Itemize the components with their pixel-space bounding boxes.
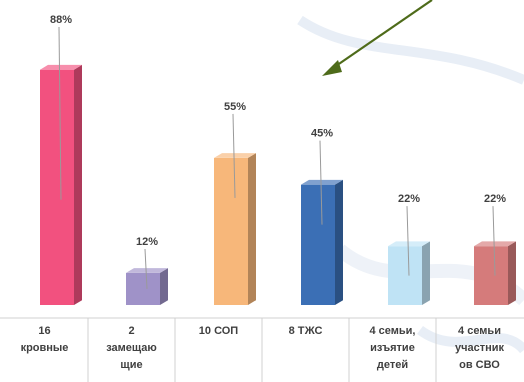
bar-top-face	[301, 179, 343, 185]
bar-top-face	[126, 268, 168, 273]
arrow-shaft	[332, 0, 433, 69]
value-label: 88%	[50, 14, 72, 26]
category-label-line: 10 СОП	[199, 325, 239, 337]
bar-top-face	[40, 64, 82, 70]
bar-front-face	[214, 157, 248, 305]
bar-top-face	[474, 241, 516, 247]
bar-side-face	[508, 241, 516, 305]
bar-front-face	[40, 69, 74, 305]
value-label: 45%	[311, 128, 333, 140]
value-labels-group: 88% 12% 55% 45% 22% 22%	[50, 14, 506, 248]
category-label-line: 4 семьи	[458, 325, 501, 337]
category-label: 8 ТЖС	[289, 325, 323, 337]
leader-line	[492, 206, 496, 276]
category-label: 10 СОП	[199, 325, 239, 337]
leader-line	[144, 248, 148, 289]
leader-line	[406, 206, 410, 276]
bar-2	[126, 268, 168, 305]
bar-3	[214, 153, 256, 305]
bar-side-face	[248, 153, 256, 305]
leader-lines-group	[58, 26, 496, 289]
bar-6	[474, 241, 516, 305]
bar-front-face	[301, 184, 335, 305]
category-label-line: детей	[377, 359, 408, 371]
annotation-arrow	[322, 0, 433, 76]
value-label: 55%	[224, 101, 246, 113]
bar-side-face	[335, 179, 343, 305]
bar-side-face	[74, 64, 82, 305]
category-axis: 16 кровные 2 замещаю щие 10 СОП 8 ТЖС 4 семьи, и…	[0, 317, 524, 382]
leader-line	[232, 113, 236, 198]
category-label: 2 замещаю щие	[106, 325, 157, 371]
category-label-line: изъятие	[370, 342, 415, 354]
background-curve	[297, 15, 524, 85]
value-label: 22%	[484, 193, 506, 205]
leader-line	[58, 26, 62, 200]
category-label-line: щие	[120, 359, 142, 371]
bar-top-face	[214, 153, 256, 158]
category-label: 16 кровные	[21, 325, 69, 354]
bar-5	[388, 241, 430, 305]
category-label-line: кровные	[21, 342, 69, 354]
category-label: 4 семьи участник ов СВО	[455, 325, 505, 371]
leader-line	[319, 140, 323, 225]
background-curve	[417, 325, 524, 354]
bar-front-face	[388, 246, 422, 305]
value-label: 12%	[136, 236, 158, 248]
bar-front-face	[474, 246, 508, 305]
bars-group	[40, 64, 516, 305]
bar-top-face	[388, 241, 430, 247]
bar-side-face	[422, 241, 430, 305]
arrow-head	[322, 60, 342, 76]
bar-front-face	[126, 272, 160, 305]
bar-1	[40, 64, 82, 305]
category-label: 4 семьи, изъятие детей	[370, 325, 416, 371]
category-label-line: 16	[38, 325, 50, 337]
category-label-line: ов СВО	[459, 359, 500, 371]
category-label-line: 8 ТЖС	[289, 325, 323, 337]
bar-side-face	[160, 268, 168, 305]
category-label-line: 4 семьи,	[370, 325, 416, 337]
category-label-line: замещаю	[106, 342, 157, 354]
category-label-line: участник	[455, 342, 505, 354]
category-label-line: 2	[128, 325, 134, 337]
value-label: 22%	[398, 193, 420, 205]
bar-4	[301, 179, 343, 305]
